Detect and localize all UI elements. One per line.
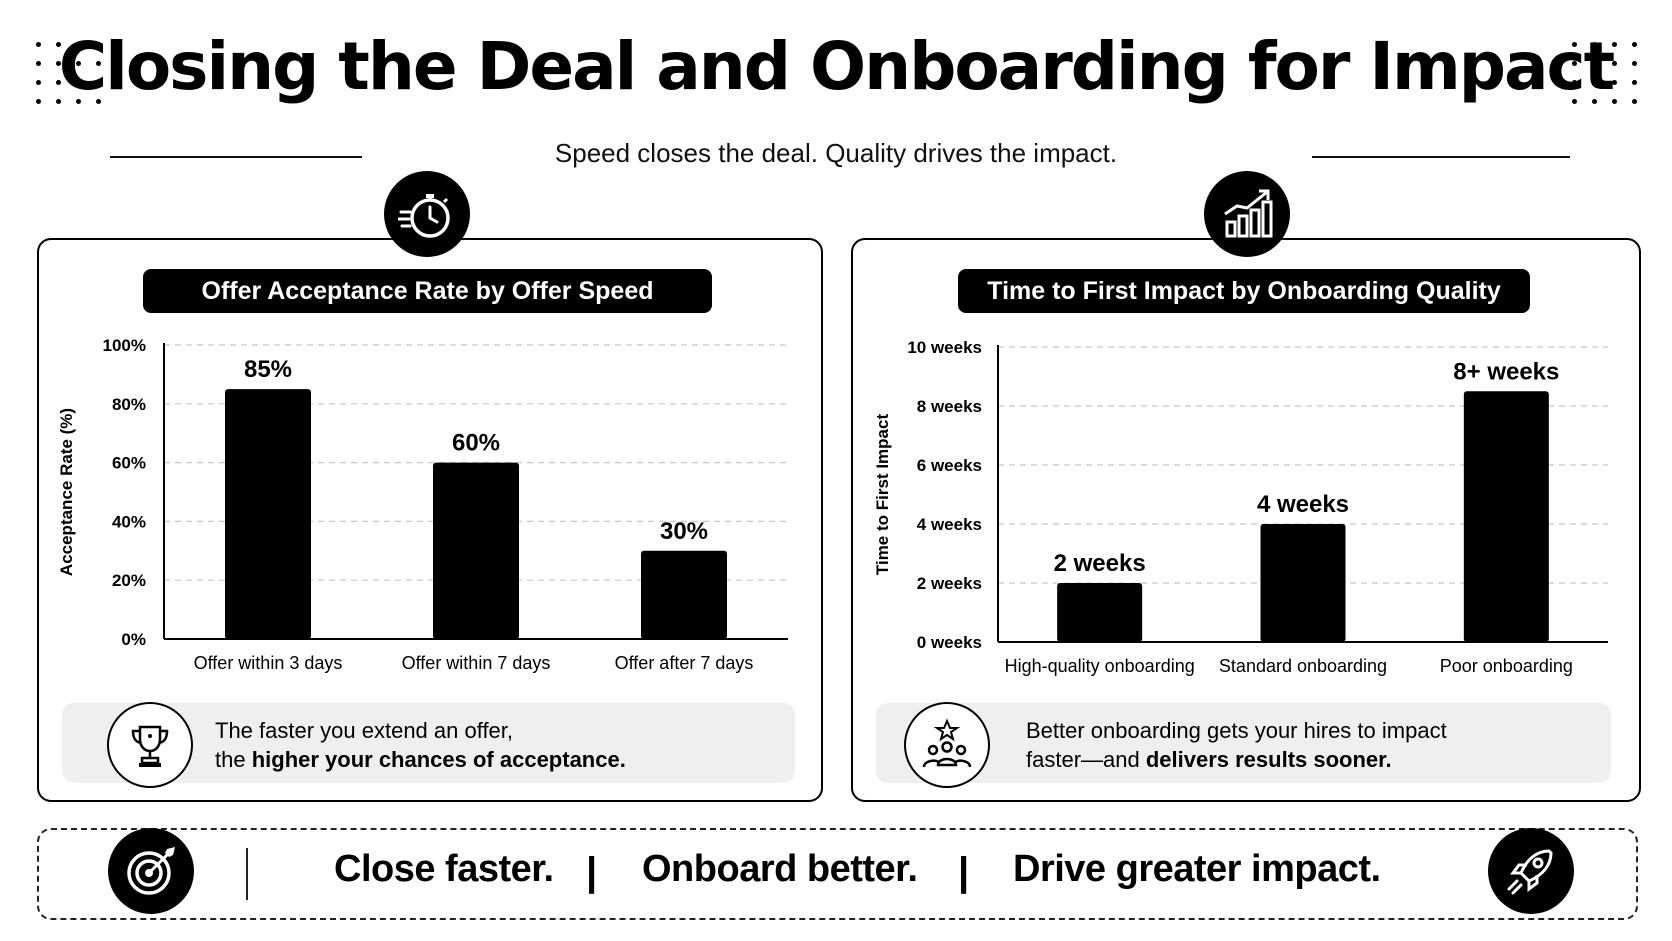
bar <box>433 462 519 639</box>
x-tick-label: High-quality onboarding <box>1005 656 1195 676</box>
y-tick-label: 4 weeks <box>917 515 982 534</box>
onboarding-callout-line2: faster—and delivers results sooner. <box>1026 745 1601 774</box>
offer-callout-line2-bold: higher your chances of acceptance. <box>251 747 626 772</box>
x-tick-label: Offer within 7 days <box>402 653 551 673</box>
offer-callout-text: The faster you extend an offer, the high… <box>215 716 785 774</box>
offer-callout-line1: The faster you extend an offer, <box>215 718 514 743</box>
y-tick-label: 0 weeks <box>917 633 982 652</box>
stopwatch-badge <box>384 171 470 257</box>
slogan-onboard-better: Onboard better. <box>642 848 918 890</box>
data-label: 60% <box>452 430 500 457</box>
time-to-impact-chart: 0 weeks 2 weeks 4 weeks 6 weeks 8 weeks 10 we… <box>873 338 1608 676</box>
bar <box>1260 524 1346 642</box>
y-tick-label: 40% <box>112 512 146 531</box>
page-title: Closing the Deal and Onboarding for Impa… <box>58 28 1615 105</box>
decorative-dots-left <box>36 42 102 104</box>
y-tick-label: 100% <box>103 336 146 355</box>
rocket-badge <box>1488 828 1574 914</box>
y-tick-label: 6 weeks <box>917 456 982 475</box>
onboarding-callout <box>876 703 1611 783</box>
bar <box>641 550 727 639</box>
rocket-icon <box>1507 849 1553 895</box>
onboarding-callout-line2-plain: faster—and <box>1026 747 1146 772</box>
x-tick-label: Standard onboarding <box>1219 656 1387 676</box>
y-tick-label: 10 weeks <box>907 338 982 357</box>
y-tick-label: 80% <box>112 395 146 414</box>
team-circle <box>904 702 990 788</box>
y-tick-label: 0% <box>121 630 146 649</box>
data-label: 4 weeks <box>1257 491 1349 518</box>
bar <box>1463 391 1549 642</box>
y-tick-label: 8 weeks <box>917 397 982 416</box>
stopwatch-icon <box>398 194 450 238</box>
y-tick-label: 60% <box>112 454 146 473</box>
bar <box>225 389 311 639</box>
y-axis-label: Acceptance Rate (%) <box>57 408 76 576</box>
team-star-icon <box>922 718 972 768</box>
onboarding-callout-line1: Better onboarding gets your hires to imp… <box>1026 718 1447 743</box>
subtitle-rule-right <box>1312 156 1570 158</box>
onboarding-callout-line2-bold: delivers results sooner. <box>1145 747 1392 772</box>
offer-callout-line2-plain: the <box>215 747 252 772</box>
growth-chart-icon <box>1224 189 1273 238</box>
onboarding-chart-title: Time to First Impact by Onboarding Quali… <box>958 269 1530 313</box>
target-badge <box>108 828 194 914</box>
x-tick-label: Poor onboarding <box>1440 656 1573 676</box>
data-label: 8+ weeks <box>1453 358 1559 385</box>
bar <box>1057 583 1143 642</box>
onboarding-callout-text: Better onboarding gets your hires to imp… <box>1026 716 1601 774</box>
offer-callout-line2: the higher your chances of acceptance. <box>215 745 785 774</box>
data-label: 85% <box>244 356 292 383</box>
target-icon <box>127 847 175 895</box>
y-tick-label: 2 weeks <box>917 574 982 593</box>
growth-chart-badge <box>1204 171 1290 257</box>
subtitle-rule-left <box>110 156 362 158</box>
slogan-drive-impact: Drive greater impact. <box>1013 848 1381 890</box>
slogan-separator-1: | <box>586 850 598 894</box>
x-tick-label: Offer within 3 days <box>194 653 343 673</box>
slogan-close-faster: Close faster. <box>334 848 554 890</box>
data-label: 30% <box>660 518 708 545</box>
bottom-banner <box>37 828 1638 920</box>
y-tick-label: 20% <box>112 571 146 590</box>
offer-acceptance-chart: 0% 20% 40% 60% 80% 100% Acceptance Rate (%) 85%… <box>57 336 788 673</box>
banner-divider <box>246 848 248 900</box>
x-tick-label: Offer after 7 days <box>615 653 754 673</box>
page-subtitle: Speed closes the deal. Quality drives th… <box>554 138 1118 168</box>
slogan-separator-2: | <box>958 850 970 894</box>
decorative-dots-right <box>1572 42 1638 104</box>
offer-chart-title: Offer Acceptance Rate by Offer Speed <box>143 269 712 313</box>
trophy-icon <box>131 725 169 767</box>
y-axis-label: Time to First Impact <box>873 414 892 576</box>
trophy-circle <box>107 702 193 788</box>
data-label: 2 weeks <box>1054 550 1146 577</box>
